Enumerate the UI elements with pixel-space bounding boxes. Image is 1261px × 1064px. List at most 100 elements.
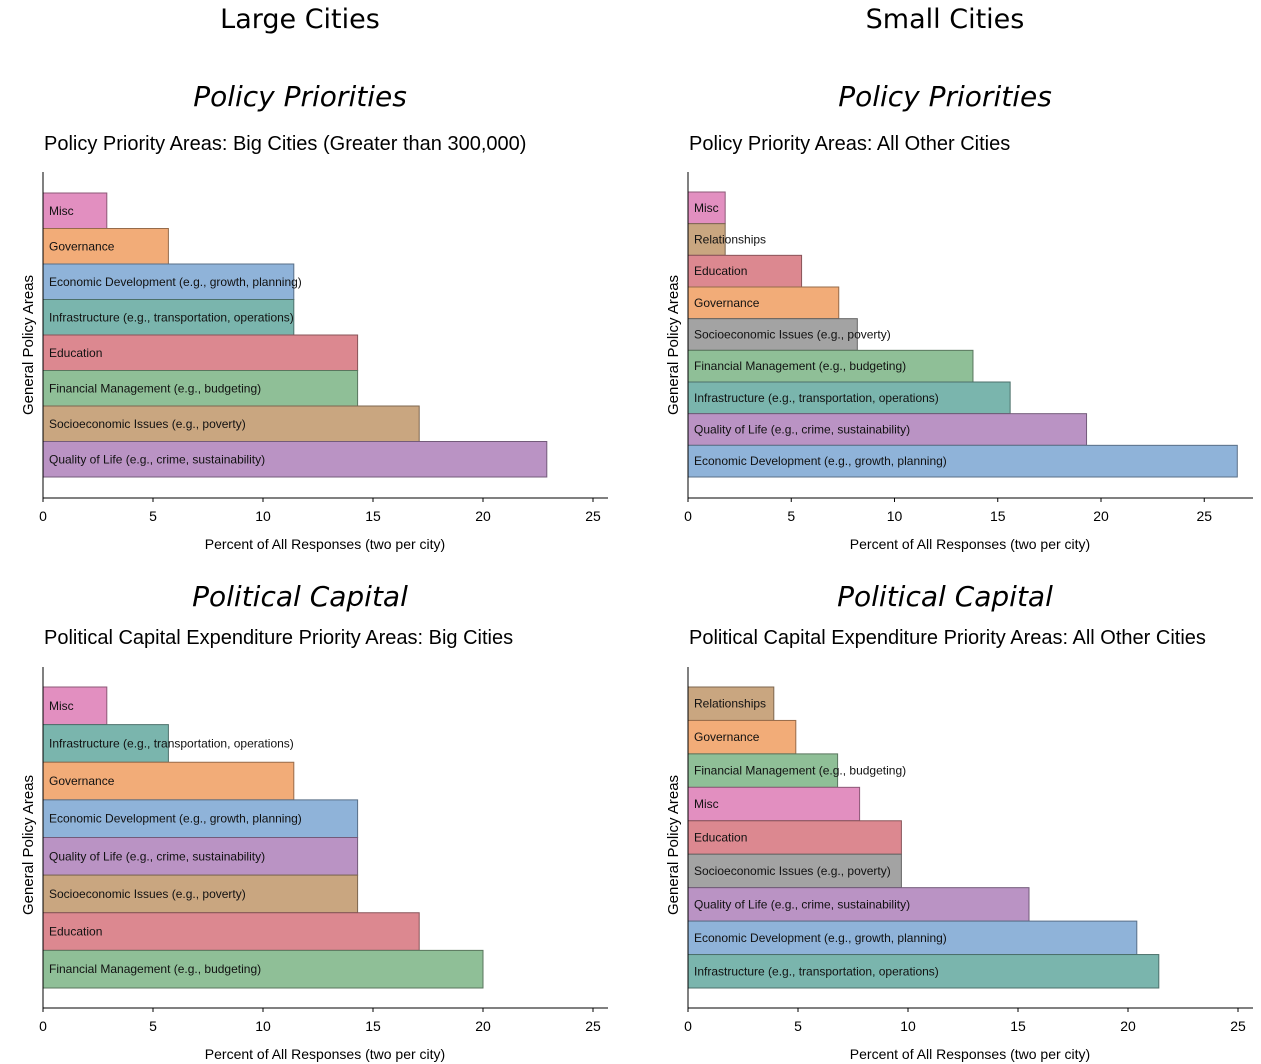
bar-2-5 [42, 874, 359, 914]
x-tick-label-3-3: 15 [1010, 1018, 1026, 1034]
column-header-small: Small Cities [865, 4, 1025, 35]
chart-title-capital-other: Political Capital Expenditure Priority A… [689, 627, 1206, 649]
bar-3-8 [687, 954, 1160, 989]
x-axis-label-0: Percent of All Responses (two per city) [205, 536, 445, 552]
bar-label-3-5: Socioeconomic Issues (e.g., poverty) [694, 864, 891, 878]
chart-title-policy-other: Policy Priority Areas: All Other Cities [689, 133, 1011, 155]
x-tick-label-3-2: 10 [900, 1018, 916, 1034]
bar-label-0-5: Financial Management (e.g., budgeting) [49, 381, 261, 395]
bar-label-1-1: Relationships [694, 233, 766, 247]
x-tick-label-0-5: 25 [585, 508, 601, 524]
y-axis-label-3: General Policy Areas [665, 775, 682, 915]
bar-label-2-2: Governance [49, 774, 115, 788]
x-tick-label-1-0: 0 [684, 508, 692, 524]
x-tick-label-0-2: 10 [255, 508, 271, 524]
x-tick-label-2-4: 20 [475, 1018, 491, 1034]
bar-label-2-5: Socioeconomic Issues (e.g., poverty) [49, 887, 246, 901]
chart-title-capital-big: Political Capital Expenditure Priority A… [44, 627, 514, 649]
bar-label-3-7: Economic Development (e.g., growth, plan… [694, 931, 947, 945]
bar-label-2-6: Education [49, 925, 102, 939]
x-axis-label-2: Percent of All Responses (two per city) [205, 1046, 445, 1062]
bar-label-0-6: Socioeconomic Issues (e.g., poverty) [49, 417, 246, 431]
bar-0-3 [42, 299, 295, 336]
bar-label-1-7: Quality of Life (e.g., crime, sustainabi… [694, 423, 910, 437]
section-title-capital-large: Political Capital [192, 580, 408, 613]
bar-3-7 [687, 920, 1138, 956]
column-header-large: Large Cities [220, 4, 380, 35]
bar-label-3-3: Misc [694, 797, 719, 811]
bar-label-2-4: Quality of Life (e.g., crime, sustainabi… [49, 849, 265, 863]
bar-0-1 [42, 228, 169, 265]
x-tick-label-0-1: 5 [149, 508, 157, 524]
bar-2-0 [42, 686, 108, 726]
bar-label-2-0: Misc [49, 699, 74, 713]
bar-label-1-5: Financial Management (e.g., budgeting) [694, 359, 906, 373]
x-tick-label-1-3: 15 [990, 508, 1006, 524]
bar-label-2-1: Infrastructure (e.g., transportation, op… [49, 736, 294, 750]
bar-3-4 [687, 820, 902, 855]
bar-label-0-7: Quality of Life (e.g., crime, sustainabi… [49, 452, 265, 466]
section-title-policy-small: Policy Priorities [838, 80, 1052, 113]
bar-2-1 [42, 724, 169, 763]
bar-label-3-8: Infrastructure (e.g., transportation, op… [694, 964, 939, 978]
bar-label-2-7: Financial Management (e.g., budgeting) [49, 962, 261, 976]
x-tick-label-0-4: 20 [475, 508, 491, 524]
bar-1-3 [687, 286, 840, 320]
bar-label-0-4: Education [49, 346, 102, 360]
bar-label-1-4: Socioeconomic Issues (e.g., poverty) [694, 328, 891, 342]
x-tick-label-3-4: 20 [1120, 1018, 1136, 1034]
bar-1-7 [687, 413, 1088, 446]
bar-label-0-2: Economic Development (e.g., growth, plan… [49, 275, 302, 289]
bar-2-3 [42, 799, 359, 838]
bar-label-2-3: Economic Development (e.g., growth, plan… [49, 812, 302, 826]
x-axis-label-1: Percent of All Responses (two per city) [850, 536, 1090, 552]
chart-capital-other: Relationships Governance Financial Managem… [665, 667, 1253, 1062]
bar-1-2 [687, 254, 803, 288]
bar-1-8 [687, 444, 1238, 478]
x-tick-label-0-0: 0 [39, 508, 47, 524]
x-tick-label-3-5: 25 [1230, 1018, 1246, 1034]
bar-2-4 [42, 837, 359, 876]
bar-label-0-3: Infrastructure (e.g., transportation, op… [49, 310, 294, 324]
chart-policy-other: Misc Relationships Education Governance Soci… [665, 172, 1253, 552]
x-axis-label-3: Percent of All Responses (two per city) [850, 1046, 1090, 1062]
y-axis-label-0: General Policy Areas [20, 275, 37, 415]
bar-label-3-0: Relationships [694, 697, 766, 711]
x-tick-label-3-1: 5 [794, 1018, 802, 1034]
y-axis-label-1: General Policy Areas [665, 275, 682, 415]
x-tick-label-2-5: 25 [585, 1018, 601, 1034]
bar-1-5 [687, 349, 974, 383]
x-tick-label-1-5: 25 [1196, 508, 1212, 524]
bar-1-6 [687, 381, 1011, 415]
bar-2-6 [42, 912, 420, 951]
bar-label-1-3: Governance [694, 296, 760, 310]
bar-label-1-0: Misc [694, 201, 719, 215]
bar-1-1 [687, 223, 726, 256]
x-tick-label-2-0: 0 [39, 1018, 47, 1034]
section-title-capital-small: Political Capital [837, 580, 1053, 613]
bar-0-0 [42, 192, 108, 229]
bar-label-3-2: Financial Management (e.g., budgeting) [694, 764, 906, 778]
x-tick-label-2-1: 5 [149, 1018, 157, 1034]
bar-label-3-1: Governance [694, 730, 760, 744]
x-tick-label-0-3: 15 [365, 508, 381, 524]
x-tick-label-1-4: 20 [1093, 508, 1109, 524]
bar-2-2 [42, 761, 295, 801]
bar-label-1-8: Economic Development (e.g., growth, plan… [694, 454, 947, 468]
x-tick-label-1-2: 10 [887, 508, 903, 524]
bar-label-1-2: Education [694, 264, 747, 278]
bar-label-0-0: Misc [49, 204, 74, 218]
x-tick-label-2-3: 15 [365, 1018, 381, 1034]
x-tick-label-1-1: 5 [787, 508, 795, 524]
y-axis-label-2: General Policy Areas [20, 775, 37, 915]
x-tick-label-2-2: 10 [255, 1018, 271, 1034]
x-tick-label-3-0: 0 [684, 1018, 692, 1034]
bar-3-0 [687, 686, 775, 721]
bar-label-3-6: Quality of Life (e.g., crime, sustainabi… [694, 897, 910, 911]
chart-title-policy-big: Policy Priority Areas: Big Cities (Great… [44, 133, 527, 155]
chart-capital-big: Misc Infrastructure (e.g., transportation… [20, 667, 608, 1062]
bar-label-1-6: Infrastructure (e.g., transportation, op… [694, 391, 939, 405]
section-title-policy-large: Policy Priorities [193, 80, 407, 113]
bar-0-2 [42, 263, 295, 300]
chart-policy-big: Misc Governance Economic Development (e.g.… [20, 172, 608, 552]
